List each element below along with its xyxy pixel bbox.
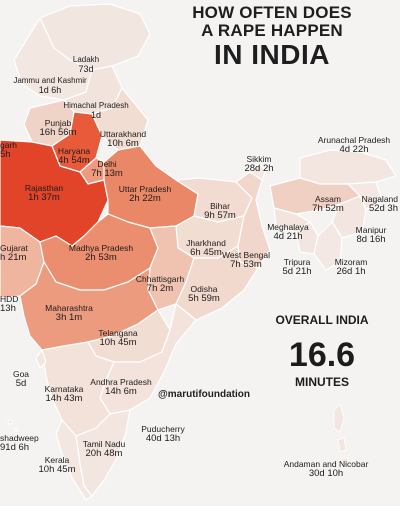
overall-heading: OVERALL INDIA bbox=[275, 313, 369, 327]
label-maharashtra: Maharashtra 3h 1m bbox=[45, 303, 93, 323]
label-manipur: Manipur 8d 16h bbox=[355, 225, 387, 245]
region-sikkim bbox=[249, 163, 267, 181]
social-handle: @marutifoundation bbox=[158, 389, 250, 400]
label-arunachal: Arunachal Pradesh 4d 22h bbox=[317, 135, 391, 155]
label-puducherry: Puducherry 40d 13h bbox=[141, 424, 185, 444]
overall-india-stat: OVERALL INDIA 16.6 MINUTES bbox=[268, 313, 376, 389]
label-sikkim: Sikkim 28d 2h bbox=[244, 154, 274, 174]
label-karnataka: Karnataka 14h 43m bbox=[44, 384, 84, 404]
label-jammu-kashmir: Jammu and Kashmir 1d 6h bbox=[13, 76, 87, 95]
region-karnataka bbox=[41, 341, 115, 437]
region-lakshadweep bbox=[7, 419, 13, 425]
label-uttarakhand: Uttarakhand 10h 6m bbox=[99, 129, 147, 149]
label-andaman: Andaman and Nicobar 30d 10h bbox=[283, 459, 369, 479]
label-tripura: Tripura 5d 21h bbox=[282, 257, 312, 277]
label-tamil-nadu: Tamil Nadu 20h 48m bbox=[82, 439, 126, 459]
label-ladakh: Ladakh 73d bbox=[72, 55, 100, 74]
label-telangana: Telangana 10h 45m bbox=[98, 328, 138, 348]
headline: HOW OFTEN DOES A RAPE HAPPEN IN INDIA bbox=[172, 4, 372, 70]
region-andaman bbox=[333, 403, 349, 467]
region-kerala bbox=[55, 419, 93, 501]
headline-line-1: HOW OFTEN DOES bbox=[192, 3, 352, 22]
region-mizoram bbox=[313, 221, 343, 271]
label-madhya-pradesh: Madhya Pradesh 2h 53m bbox=[68, 243, 134, 263]
overall-unit: MINUTES bbox=[295, 375, 349, 389]
label-kerala: Kerala 10h 45m bbox=[38, 455, 76, 475]
label-chandigarh: garh 5h bbox=[0, 140, 18, 160]
region-nagaland bbox=[347, 181, 383, 211]
label-nagaland: Nagaland 52d 3h bbox=[361, 194, 398, 214]
label-punjab: Punjab 16h 56m bbox=[39, 118, 77, 138]
region-goa bbox=[35, 349, 47, 369]
label-mizoram: Mizoram 26d 1h bbox=[334, 257, 368, 277]
overall-value: 16.6 bbox=[288, 336, 356, 374]
label-uttar-pradesh: Uttar Pradesh 2h 22m bbox=[118, 184, 172, 204]
label-jharkhand: Jharkhand 6h 45m bbox=[186, 238, 226, 258]
headline-line-2: A RAPE HAPPEN bbox=[201, 21, 343, 40]
headline-line-3: IN INDIA bbox=[214, 39, 330, 70]
label-gujarat: Gujarat h 21m bbox=[0, 243, 28, 263]
label-lakshadweep: shadweep 91d 6h bbox=[0, 433, 39, 453]
label-odisha: Odisha 5h 59m bbox=[188, 284, 220, 304]
label-chhattisgarh: Chhattisgarh 7h 2m bbox=[135, 274, 185, 294]
label-rajasthan: Rajasthan 1h 37m bbox=[24, 183, 64, 203]
label-himachal: Himachal Pradesh 1d bbox=[63, 101, 129, 120]
label-andhra-pradesh: Andhra Pradesh 14h 6m bbox=[90, 377, 152, 397]
label-delhi: Delhi 7h 13m bbox=[91, 159, 123, 179]
label-goa: Goa 5d bbox=[12, 369, 30, 389]
label-dnhdd: HDD 13h bbox=[0, 294, 19, 314]
label-meghalaya: Meghalaya 4d 21h bbox=[267, 222, 309, 242]
label-assam: Assam 7h 52m bbox=[312, 194, 344, 214]
region-arunachal bbox=[299, 149, 397, 185]
label-west-bengal: West Bengal 7h 53m bbox=[221, 250, 271, 270]
region-odisha bbox=[175, 245, 259, 321]
region-maharashtra bbox=[19, 261, 159, 351]
label-haryana: Haryana 4h 54m bbox=[57, 146, 91, 166]
region-uttarakhand bbox=[91, 87, 149, 151]
label-bihar: Bihar 9h 57m bbox=[204, 201, 236, 221]
